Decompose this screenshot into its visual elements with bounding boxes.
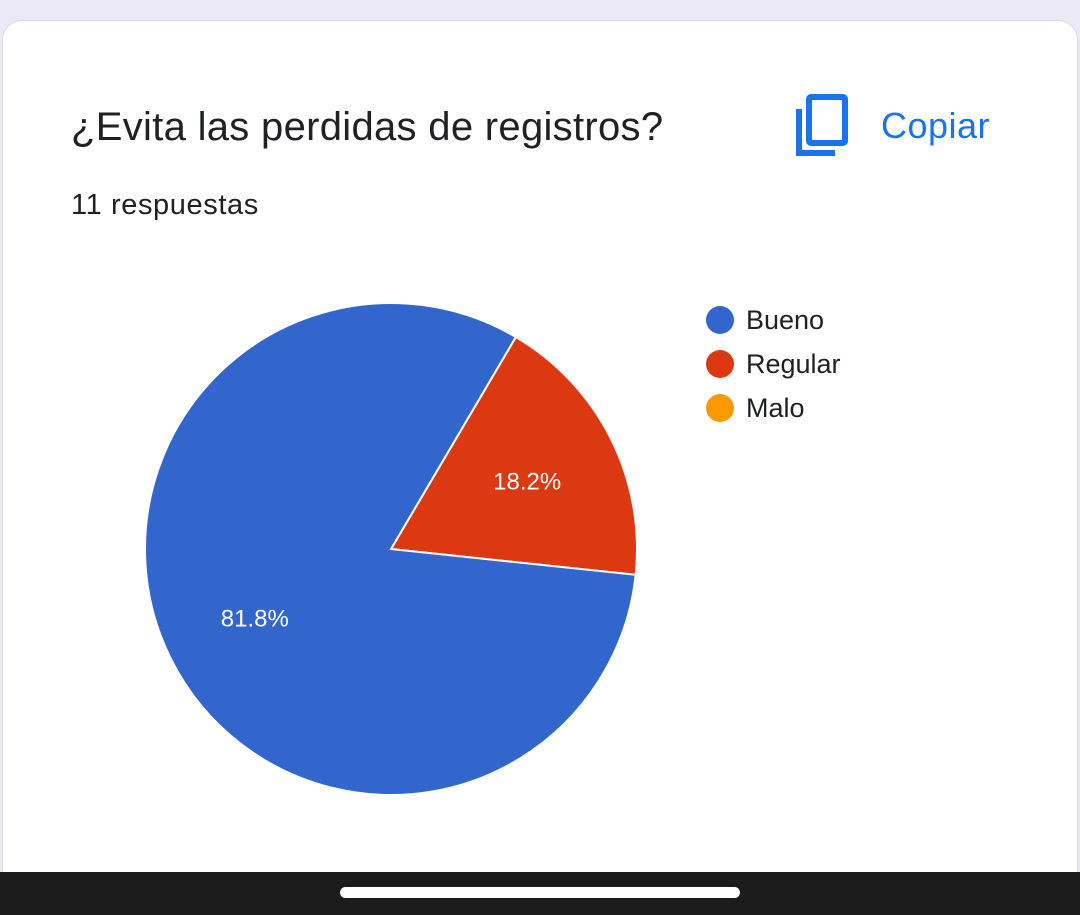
- copy-label: Copiar: [881, 105, 991, 146]
- pie-slice-bueno[interactable]: [144, 302, 637, 796]
- copy-icon: [796, 94, 848, 156]
- legend-swatch: [706, 394, 734, 422]
- pie-slice-regular[interactable]: [389, 335, 638, 576]
- response-count: 11 respuestas: [71, 189, 259, 221]
- legend-item-bueno[interactable]: Bueno: [706, 298, 841, 342]
- home-indicator[interactable]: [340, 887, 740, 898]
- legend-item-malo[interactable]: Malo: [706, 386, 841, 430]
- question-title: ¿Evita las perdidas de registros?: [71, 105, 664, 149]
- chart-legend: Bueno Regular Malo: [706, 298, 841, 430]
- legend-swatch: [706, 306, 734, 334]
- legend-label: Malo: [746, 392, 805, 423]
- legend-label: Bueno: [746, 304, 825, 335]
- copy-button[interactable]: Copiar: [793, 93, 1013, 159]
- legend-swatch: [706, 350, 734, 378]
- legend-item-regular[interactable]: Regular: [706, 342, 841, 386]
- pie-label-bueno: 81.8%: [221, 606, 289, 633]
- navigation-bar: [0, 872, 1080, 915]
- legend-label: Regular: [746, 348, 841, 379]
- pie-label-regular: 18.2%: [493, 468, 561, 495]
